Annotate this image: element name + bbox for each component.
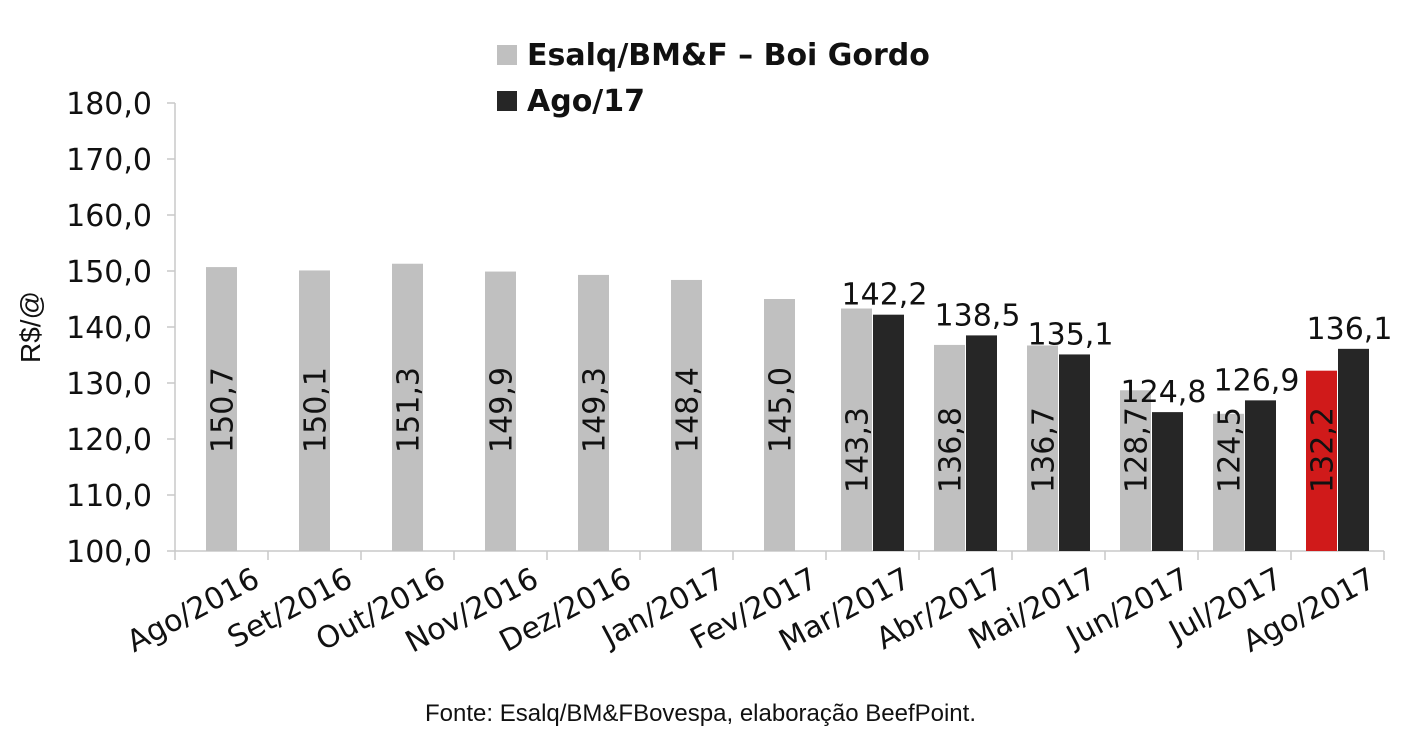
legend-swatch-series-1 [497,45,517,65]
bar-series-1 [206,267,237,551]
data-label-series-1: 128,7 [1120,407,1155,493]
legend-swatch-series-2 [497,91,517,111]
bar-series-1 [485,271,516,551]
legend-label-series-2: Ago/17 [527,83,646,119]
data-label-series-1: 136,8 [934,407,969,493]
y-axis-title: R$/@ [15,291,46,363]
bar-series-2 [873,314,904,551]
data-label-series-2: 138,5 [935,298,1021,333]
bar-series-1 [1120,390,1151,551]
y-tick-label: 180,0 [66,87,152,122]
data-label-series-2: 126,9 [1214,363,1300,398]
data-label-series-1: 149,9 [485,367,520,453]
bar-series-1 [934,344,965,551]
bar-series-2 [1245,400,1276,551]
data-label-series-2: 142,2 [842,278,928,313]
bar-series-2 [1152,412,1183,551]
data-label-series-1: 145,0 [764,367,799,453]
y-tick-label: 150,0 [66,255,152,290]
y-tick-label: 170,0 [66,143,152,178]
y-tick-label: 120,0 [66,423,152,458]
bar-series-1 [1306,370,1337,551]
y-tick-label: 130,0 [66,367,152,402]
bar-series-2 [1338,348,1369,551]
bar-series-1 [392,263,423,551]
data-label-series-2: 136,1 [1307,312,1393,347]
data-label-series-1: 148,4 [671,367,706,453]
legend: Esalq/BM&F – Boi Gordo Ago/17 [497,32,930,124]
data-label-series-1: 151,3 [392,367,427,453]
y-tick-label: 140,0 [66,311,152,346]
legend-item-series-1: Esalq/BM&F – Boi Gordo [497,32,930,78]
bar-series-2 [1059,354,1090,551]
legend-label-series-1: Esalq/BM&F – Boi Gordo [527,37,930,73]
data-label-series-2: 135,1 [1028,317,1114,352]
bar-series-2 [966,335,997,551]
data-label-series-1: 149,3 [578,367,613,453]
data-label-series-1: 143,3 [841,407,876,493]
y-tick-label: 160,0 [66,199,152,234]
data-label-series-1: 132,2 [1306,407,1341,493]
bar-series-1 [578,274,609,551]
bar-series-1 [1213,413,1244,551]
bar-series-1 [841,308,872,551]
source-note: Fonte: Esalq/BM&FBovespa, elaboração Bee… [425,700,976,727]
bar-series-1 [671,279,702,551]
data-label-series-1: 150,1 [299,367,334,453]
bar-series-1 [299,270,330,551]
bar-chart: 100,0 110,0 120,0 130,0 140,0 150,0 160,0 170,0… [15,87,1393,660]
data-label-series-1: 136,7 [1027,407,1062,493]
legend-item-series-2: Ago/17 [497,78,930,124]
y-tick-label: 110,0 [66,479,152,514]
y-tick-label: 100,0 [66,535,152,570]
data-label-series-1: 124,5 [1213,407,1248,493]
bar-series-1 [1027,345,1058,551]
data-label-series-2: 124,8 [1121,375,1207,410]
bar-series-1 [764,299,795,551]
data-label-series-1: 150,7 [206,367,241,453]
